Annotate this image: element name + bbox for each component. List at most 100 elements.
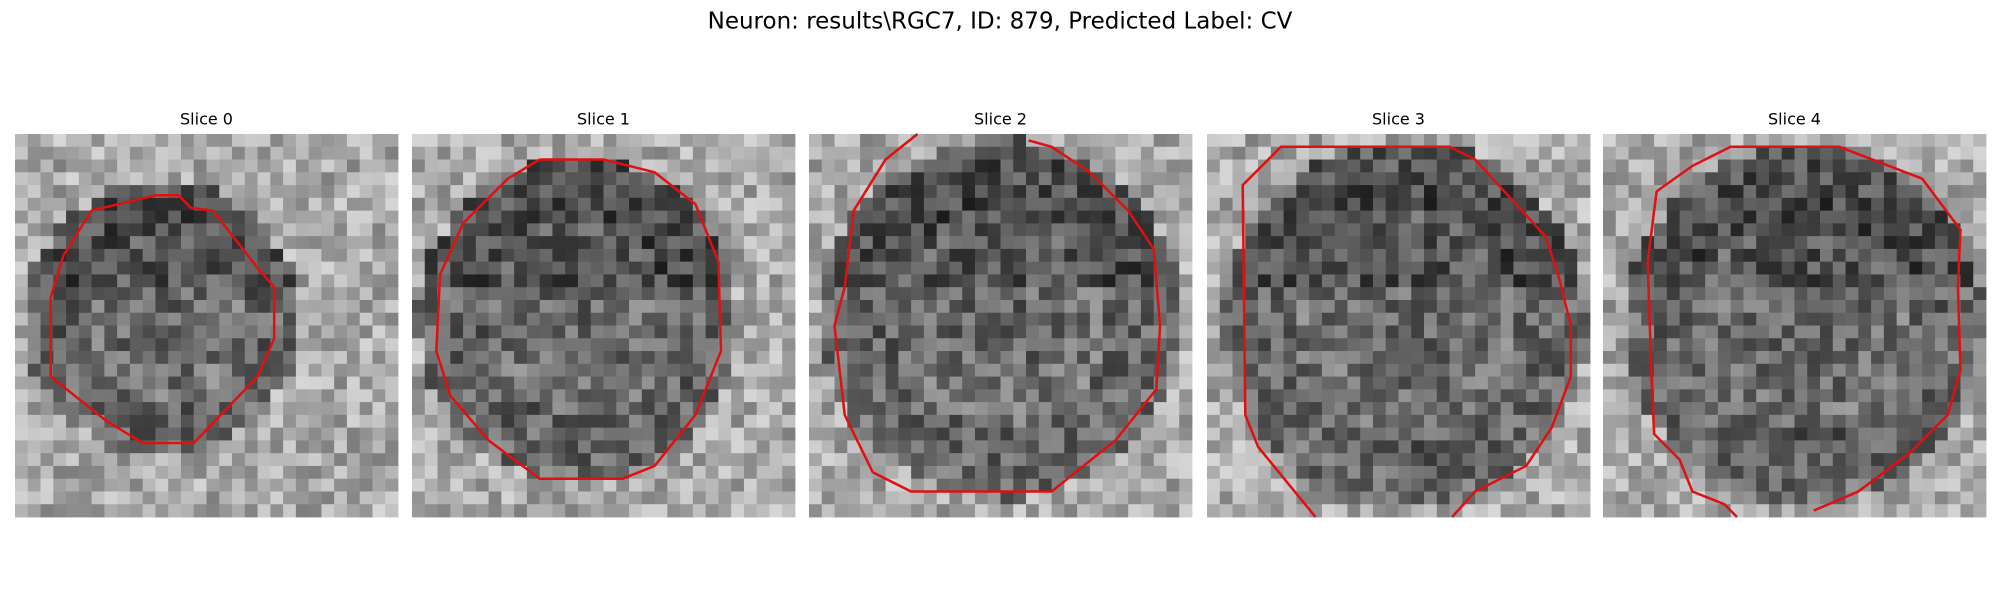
pixel <box>450 210 464 224</box>
pixel <box>78 274 92 288</box>
pixel <box>821 453 835 467</box>
pixel <box>1960 414 1974 429</box>
pixel <box>654 351 668 365</box>
pixel <box>155 504 169 518</box>
pixel <box>1102 274 1116 288</box>
pixel <box>1064 465 1078 480</box>
pixel <box>1551 440 1565 454</box>
pixel <box>295 248 310 263</box>
pixel <box>1858 325 1872 339</box>
pixel <box>821 197 835 211</box>
pixel <box>1102 248 1116 263</box>
pixel <box>206 376 220 390</box>
pixel <box>1398 236 1412 250</box>
pixel <box>1334 146 1348 160</box>
pixel <box>1270 185 1284 199</box>
pixel <box>526 338 541 352</box>
pixel <box>1679 261 1693 275</box>
pixel <box>667 376 681 390</box>
pixel <box>1947 363 1961 377</box>
pixel <box>1730 402 1744 416</box>
pixel <box>1179 261 1193 275</box>
pixel <box>463 376 477 390</box>
pixel <box>860 491 874 505</box>
pixel <box>577 465 592 480</box>
pixel <box>308 287 322 301</box>
pixel <box>1436 185 1450 199</box>
pixel <box>834 504 848 518</box>
pixel <box>743 274 758 288</box>
pixel <box>1000 261 1014 275</box>
pixel <box>1628 351 1642 365</box>
pixel <box>1679 236 1693 250</box>
pixel <box>743 146 758 160</box>
pixel <box>66 338 80 352</box>
pixel <box>565 159 579 173</box>
pixel <box>898 376 912 390</box>
pixel <box>27 351 41 365</box>
pixel <box>66 312 80 326</box>
pixel <box>872 453 886 467</box>
pixel <box>1102 389 1116 403</box>
pixel <box>987 351 1001 365</box>
pixel <box>1283 338 1297 352</box>
pixel <box>1245 376 1259 390</box>
pixel <box>1398 402 1412 416</box>
pixel <box>1360 491 1374 505</box>
pixel <box>1245 402 1259 416</box>
pixel <box>308 159 322 173</box>
pixel <box>885 402 899 416</box>
pixel <box>641 197 655 211</box>
pixel <box>616 325 630 339</box>
pixel <box>1051 351 1065 365</box>
pixel <box>552 453 566 467</box>
pixel <box>334 504 348 518</box>
pixel <box>1179 210 1193 224</box>
pixel <box>911 478 925 492</box>
pixel <box>1334 261 1348 275</box>
pixel <box>1628 389 1642 403</box>
pixel <box>577 376 592 390</box>
pixel <box>1820 427 1834 441</box>
pixel <box>1424 325 1438 339</box>
pixel <box>949 159 963 173</box>
pixel <box>1258 389 1272 403</box>
pixel <box>475 210 489 224</box>
pixel <box>718 440 732 454</box>
pixel <box>743 363 758 377</box>
pixel <box>1411 197 1425 211</box>
pixel <box>1309 146 1323 160</box>
pixel <box>1296 287 1310 301</box>
pixel <box>412 197 426 211</box>
pixel <box>1424 134 1438 148</box>
pixel <box>180 236 195 250</box>
pixel <box>1679 146 1693 160</box>
pixel <box>232 414 246 429</box>
pixel <box>1334 134 1348 148</box>
pixel <box>232 197 246 211</box>
pixel <box>1089 312 1104 326</box>
pixel <box>667 453 681 467</box>
pixel <box>385 453 399 467</box>
pixel <box>1768 453 1783 467</box>
pixel <box>526 440 541 454</box>
pixel <box>180 402 195 416</box>
pixel <box>1628 210 1642 224</box>
pixel <box>1475 146 1489 160</box>
pixel <box>1051 223 1065 237</box>
pixel <box>1603 312 1617 326</box>
pixel <box>283 427 297 441</box>
pixel <box>552 402 566 416</box>
pixel <box>974 248 989 263</box>
pixel <box>974 465 989 480</box>
pixel <box>872 440 886 454</box>
pixel <box>1603 274 1617 288</box>
pixel <box>1717 223 1732 237</box>
pixel <box>565 440 579 454</box>
pixel <box>743 210 758 224</box>
pixel <box>1258 414 1272 429</box>
pixel <box>1334 274 1348 288</box>
pixel <box>385 338 399 352</box>
pixel <box>1705 210 1719 224</box>
pixel <box>769 236 783 250</box>
